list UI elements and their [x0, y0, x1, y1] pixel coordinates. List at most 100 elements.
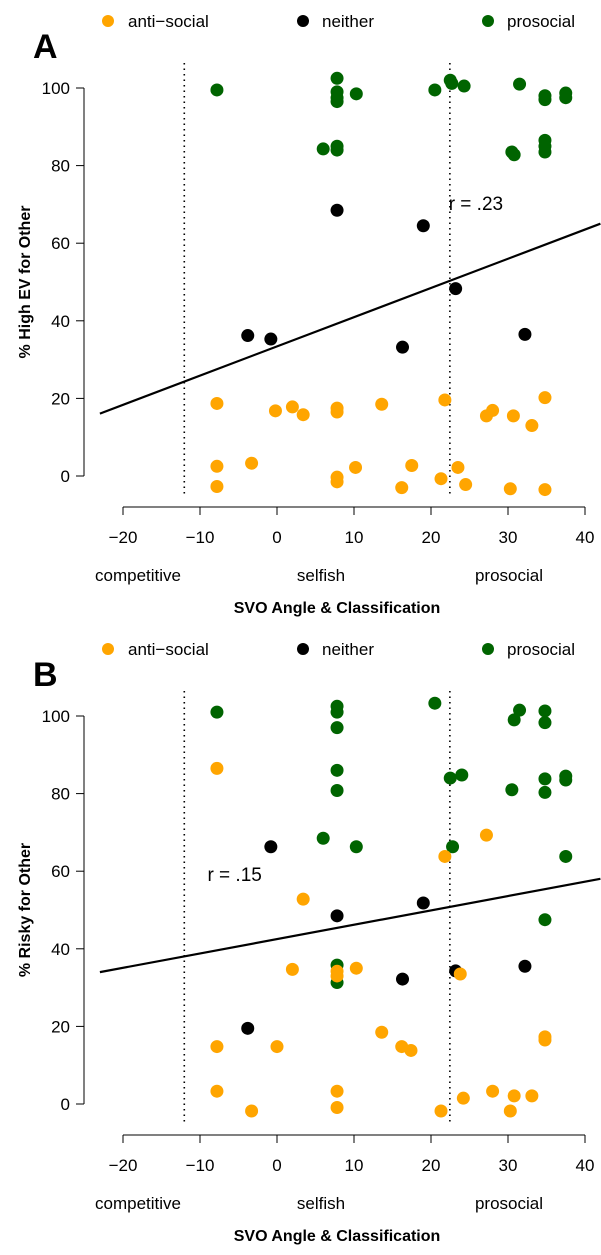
- x-tick-label: 40: [576, 1156, 595, 1175]
- point-anti-social: [330, 969, 344, 983]
- point-prosocial: [316, 142, 330, 156]
- point-anti-social: [210, 761, 224, 775]
- point-anti-social: [486, 403, 500, 417]
- point-prosocial: [559, 91, 573, 105]
- x-tick-label: −20: [109, 1156, 138, 1175]
- point-anti-social: [210, 459, 224, 473]
- y-tick-label: 80: [51, 785, 70, 804]
- point-prosocial: [507, 148, 521, 162]
- point-anti-social: [296, 408, 310, 422]
- point-prosocial: [538, 145, 552, 159]
- point-prosocial: [455, 768, 469, 782]
- point-prosocial: [443, 771, 457, 785]
- x-tick-label: 0: [272, 528, 281, 547]
- point-anti-social: [245, 1104, 259, 1118]
- y-axis-label: % Risky for Other: [17, 843, 34, 977]
- x-tick-label: 30: [499, 528, 518, 547]
- point-prosocial: [538, 716, 552, 730]
- x-tick-label: 20: [422, 528, 441, 547]
- class-label-selfish: selfish: [297, 1194, 345, 1213]
- point-anti-social: [507, 1089, 521, 1103]
- point-anti-social: [245, 456, 259, 470]
- series-neither: [241, 840, 532, 1035]
- point-prosocial: [330, 705, 344, 719]
- point-neither: [449, 282, 463, 296]
- legend-label-neither: neither: [322, 640, 374, 659]
- point-neither: [264, 332, 278, 346]
- point-neither: [330, 203, 344, 217]
- class-label-prosocial: prosocial: [475, 566, 543, 585]
- point-anti-social: [330, 405, 344, 419]
- legend-marker-neither: [297, 643, 309, 655]
- point-anti-social: [506, 409, 520, 423]
- point-prosocial: [559, 849, 573, 863]
- point-prosocial: [428, 696, 442, 710]
- point-anti-social: [538, 1033, 552, 1047]
- class-label-competitive: competitive: [95, 566, 181, 585]
- point-neither: [330, 909, 344, 923]
- class-label-competitive: competitive: [95, 1194, 181, 1213]
- y-tick-label: 60: [51, 234, 70, 253]
- x-tick-label: 10: [345, 528, 364, 547]
- series-prosocial: [210, 696, 573, 990]
- point-prosocial: [538, 913, 552, 927]
- y-tick-label: 0: [61, 1095, 70, 1114]
- point-prosocial: [316, 831, 330, 845]
- point-anti-social: [296, 892, 310, 906]
- series-anti-social: [210, 391, 552, 497]
- class-label-prosocial: prosocial: [475, 1194, 543, 1213]
- point-prosocial: [428, 83, 442, 97]
- x-axis-label: SVO Angle & Classification: [234, 600, 441, 617]
- point-anti-social: [270, 1040, 284, 1054]
- point-anti-social: [330, 1084, 344, 1098]
- y-tick-label: 0: [61, 467, 70, 486]
- series-prosocial: [210, 71, 573, 162]
- point-anti-social: [285, 962, 299, 976]
- correlation-annotation: r = .23: [449, 194, 503, 215]
- panel-B: anti−social neither prosocialB020406080100…: [17, 640, 601, 1245]
- point-anti-social: [503, 482, 517, 496]
- regression-line: [99, 222, 601, 415]
- class-label-selfish: selfish: [297, 566, 345, 585]
- point-anti-social: [486, 1084, 500, 1098]
- y-tick-label: 100: [42, 79, 70, 98]
- point-anti-social: [268, 404, 282, 418]
- point-anti-social: [525, 1089, 539, 1103]
- y-tick-label: 40: [51, 312, 70, 331]
- point-neither: [396, 972, 410, 986]
- point-anti-social: [459, 478, 473, 492]
- point-anti-social: [538, 391, 552, 405]
- point-neither: [518, 959, 532, 973]
- point-prosocial: [507, 713, 521, 727]
- point-prosocial: [210, 705, 224, 719]
- x-tick-label: 40: [576, 528, 595, 547]
- point-anti-social: [210, 479, 224, 493]
- point-anti-social: [349, 961, 363, 975]
- point-anti-social: [395, 481, 409, 495]
- point-prosocial: [446, 840, 460, 854]
- series-anti-social: [210, 761, 552, 1118]
- point-anti-social: [503, 1104, 517, 1118]
- y-tick-label: 40: [51, 940, 70, 959]
- legend-label-neither: neither: [322, 12, 374, 31]
- point-neither: [396, 340, 410, 354]
- panel-label: B: [33, 656, 58, 694]
- y-tick-label: 60: [51, 862, 70, 881]
- point-prosocial: [505, 783, 519, 797]
- point-anti-social: [434, 1104, 448, 1118]
- x-tick-label: −20: [109, 528, 138, 547]
- legend-marker-anti-social: [102, 643, 114, 655]
- x-axis-label: SVO Angle & Classification: [234, 1228, 441, 1245]
- point-neither: [264, 840, 278, 854]
- legend-label-prosocial: prosocial: [507, 640, 575, 659]
- point-neither: [416, 896, 430, 910]
- point-anti-social: [405, 459, 419, 473]
- point-anti-social: [404, 1043, 418, 1057]
- point-prosocial: [330, 95, 344, 109]
- point-anti-social: [210, 1040, 224, 1054]
- point-prosocial: [330, 783, 344, 797]
- correlation-annotation: r = .15: [207, 865, 261, 886]
- point-anti-social: [434, 472, 448, 486]
- legend-label-anti-social: anti−social: [128, 12, 209, 31]
- point-prosocial: [349, 87, 363, 101]
